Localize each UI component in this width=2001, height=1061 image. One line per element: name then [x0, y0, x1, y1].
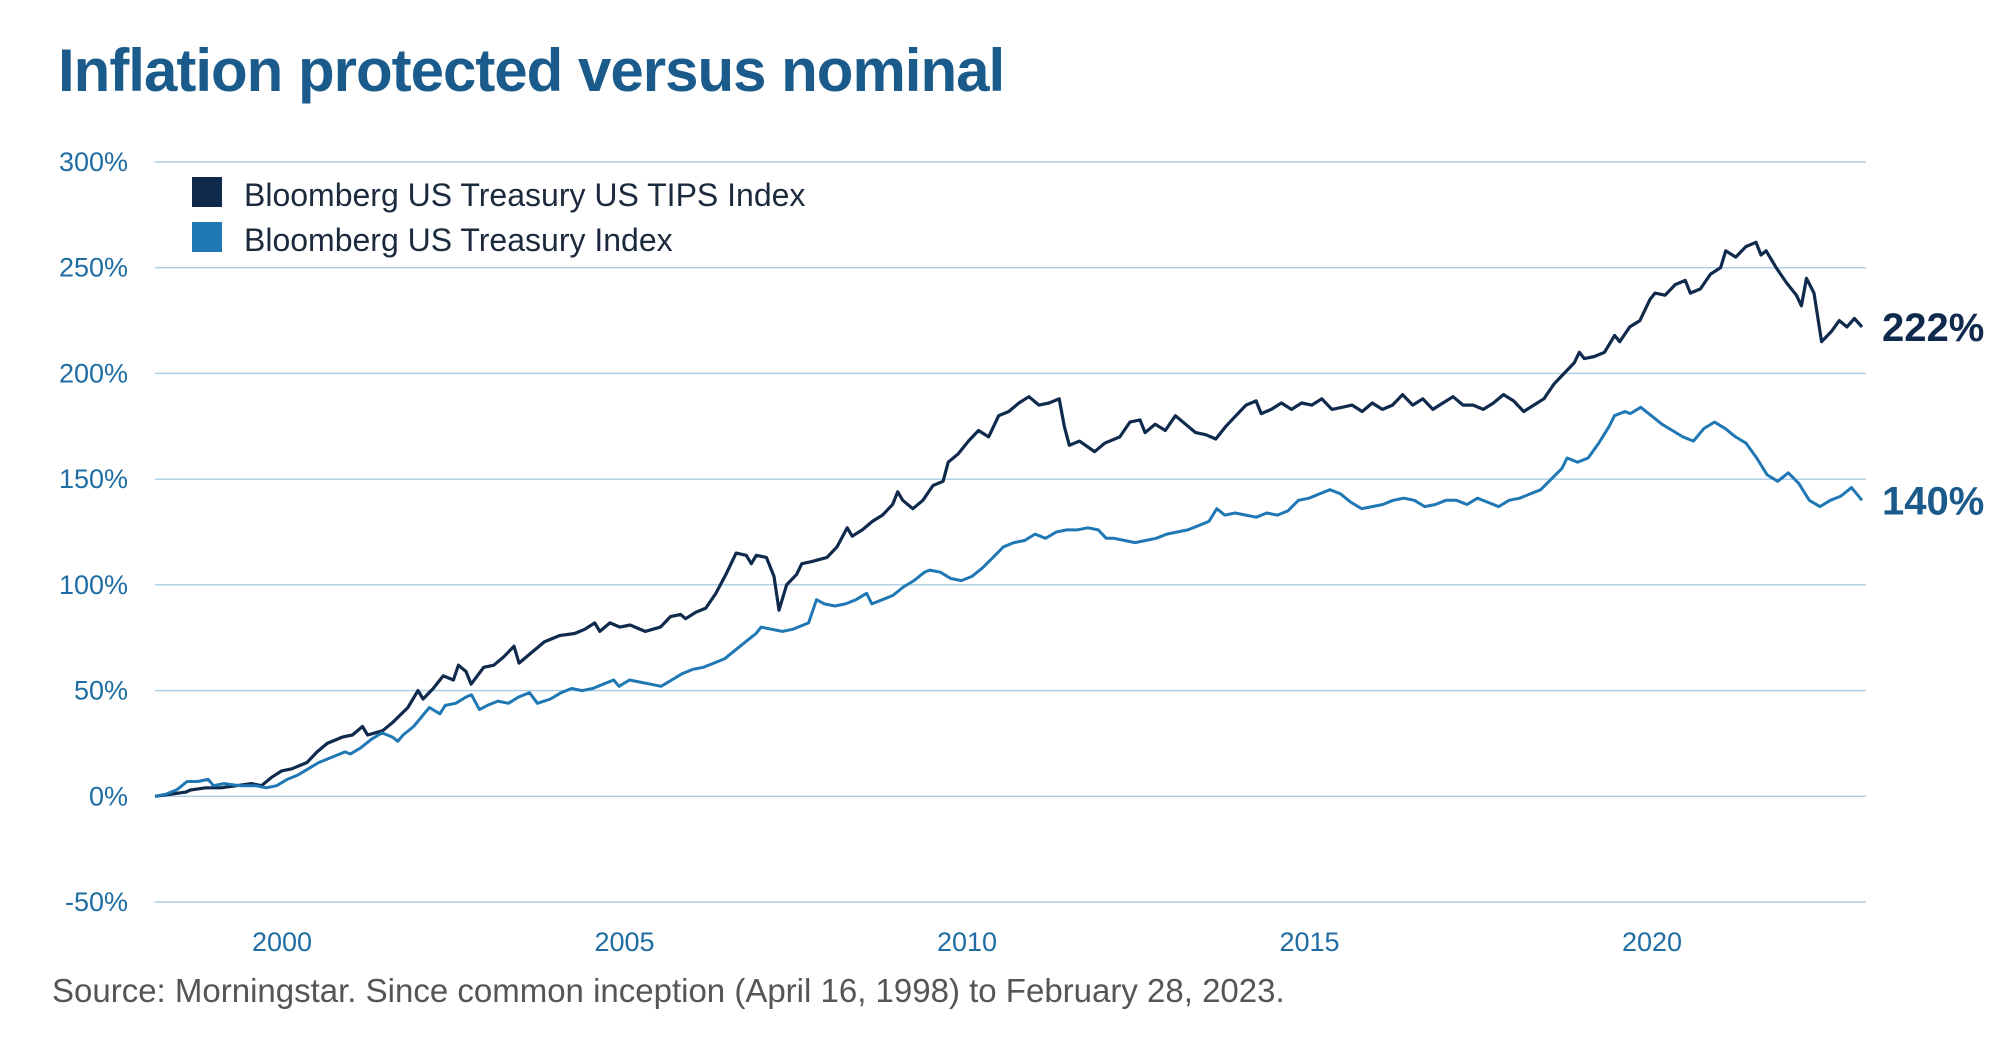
- y-tick-label: 300%: [59, 147, 128, 177]
- source-note: Source: Morningstar. Since common incept…: [52, 972, 1285, 1009]
- x-tick-label: 2000: [252, 927, 312, 957]
- x-tick-label: 2010: [937, 927, 997, 957]
- series-line-treasury: [154, 405, 1864, 798]
- chart-title: Inflation protected versus nominal: [58, 37, 1005, 104]
- legend-label-treasury: Bloomberg US Treasury Index: [244, 222, 673, 258]
- x-axis-tick-labels: 2000 2005 2010 2015 2020: [252, 927, 1682, 957]
- y-tick-label: 50%: [74, 676, 128, 706]
- x-tick-label: 2005: [594, 927, 654, 957]
- legend-label-tips: Bloomberg US Treasury US TIPS Index: [244, 177, 805, 213]
- legend-swatch-tips: [192, 177, 222, 207]
- end-label-tips: 222%: [1882, 306, 1984, 350]
- series-line-tips: [154, 240, 1864, 798]
- series-end-labels: 222% 140%: [1882, 306, 1984, 523]
- y-tick-label: 0%: [89, 781, 128, 811]
- y-axis-tick-labels: -50% 0% 50% 100% 150% 200% 250% 300%: [59, 147, 128, 917]
- legend-swatch-treasury: [192, 222, 222, 252]
- grid-lines: [155, 161, 1866, 903]
- y-tick-label: 100%: [59, 570, 128, 600]
- y-tick-label: -50%: [65, 887, 128, 917]
- x-tick-label: 2015: [1279, 927, 1339, 957]
- y-tick-label: 250%: [59, 253, 128, 283]
- end-label-treasury: 140%: [1882, 479, 1984, 523]
- x-tick-label: 2020: [1622, 927, 1682, 957]
- y-tick-label: 150%: [59, 464, 128, 494]
- y-tick-label: 200%: [59, 358, 128, 388]
- series-lines: [154, 240, 1864, 798]
- legend: Bloomberg US Treasury US TIPS Index Bloo…: [192, 177, 805, 258]
